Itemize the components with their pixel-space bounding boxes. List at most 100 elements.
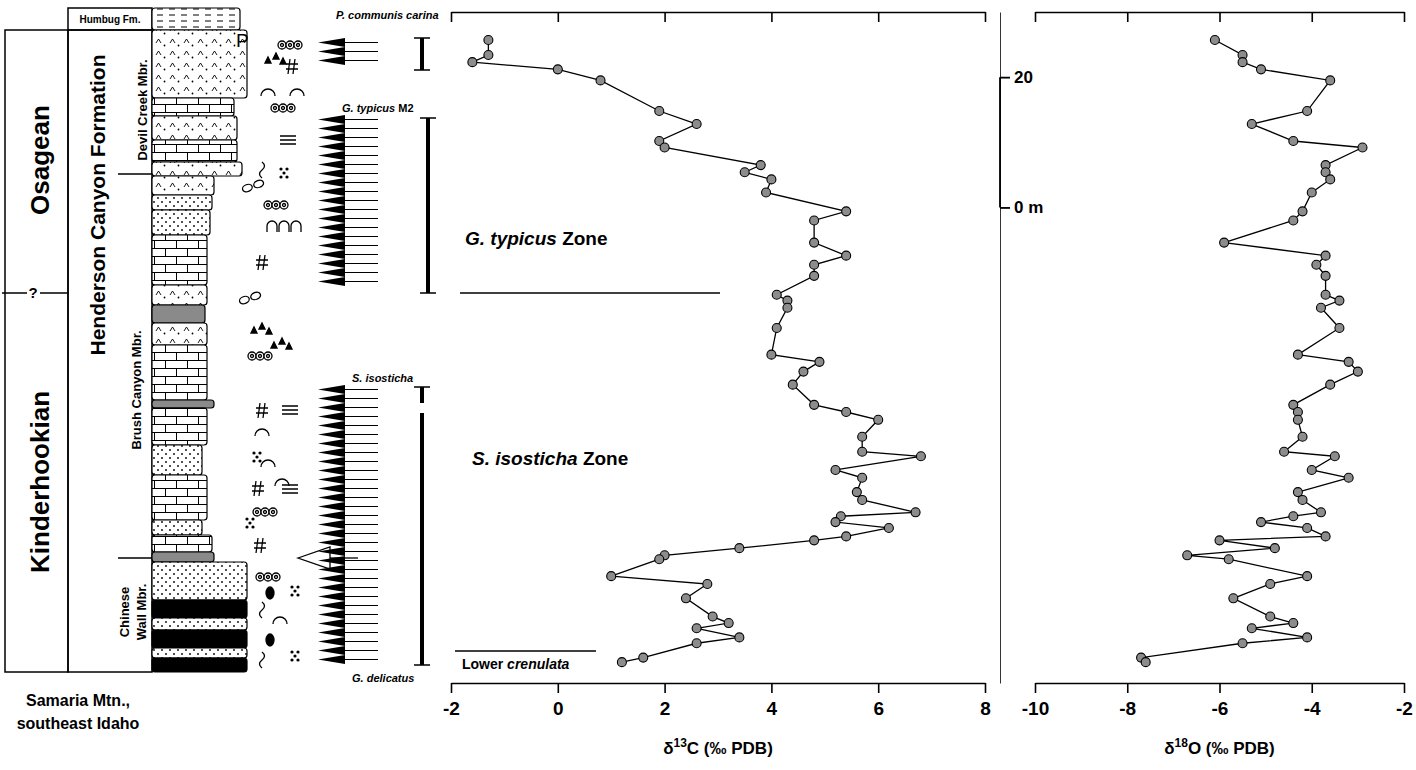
data-point — [1224, 555, 1233, 564]
sample-triangle — [318, 547, 345, 556]
data-point — [916, 452, 925, 461]
sample-line — [345, 578, 378, 579]
tick-mark — [878, 12, 880, 22]
tick-label: 2 — [660, 698, 671, 719]
sample-line — [345, 605, 378, 606]
data-point — [1303, 633, 1312, 642]
fossil-symbol — [255, 429, 269, 436]
data-point — [756, 161, 765, 170]
tick-mark — [1035, 12, 1037, 22]
data-point — [553, 65, 562, 74]
fossil-part — [250, 291, 262, 301]
text-part: carina — [403, 9, 438, 21]
lithology-bed — [152, 600, 247, 618]
fossil-part — [290, 658, 293, 661]
member-label: Brush Canyon Mbr. — [129, 330, 144, 449]
sample-triangle — [318, 619, 345, 628]
data-point — [1280, 447, 1289, 456]
fossil-symbol — [252, 481, 264, 496]
text-part: 13 — [674, 736, 688, 750]
fossil-symbol — [282, 406, 298, 414]
sample-line — [345, 146, 378, 147]
fossil-part — [252, 451, 255, 454]
fossil-part — [280, 136, 296, 144]
data-point — [858, 432, 867, 441]
zone-bar — [420, 387, 424, 403]
data-point — [1326, 175, 1335, 184]
fossil-part — [259, 323, 265, 329]
sample-triangle — [318, 556, 345, 565]
sample-line — [345, 560, 378, 561]
sample-line — [345, 245, 378, 246]
sample-triangle — [318, 430, 345, 439]
sample-triangle — [318, 169, 345, 178]
sample-triangle — [318, 484, 345, 493]
tick: 8 — [980, 683, 991, 719]
tick-mark — [1404, 12, 1406, 22]
fossil-part — [286, 59, 298, 74]
data-point — [852, 488, 861, 497]
tick-mark — [664, 12, 666, 22]
sample-line — [345, 533, 378, 534]
sample-triangle — [318, 38, 345, 47]
sample-triangle — [318, 574, 345, 583]
fossil-part — [278, 41, 286, 49]
data-point — [1257, 518, 1266, 527]
locality-label: Samaria Mtn., — [26, 692, 130, 709]
tick-mark — [771, 12, 773, 22]
fossil-part — [258, 451, 261, 454]
sample-triangle — [318, 133, 345, 142]
data-point — [858, 495, 867, 504]
tick-mark — [771, 683, 773, 693]
tick — [665, 12, 666, 22]
data-point — [735, 633, 744, 642]
fossil-part — [283, 204, 286, 207]
data-point — [639, 653, 648, 662]
zone-annotations: G. typicus ZoneS. isosticha ZoneLower cr… — [455, 228, 720, 672]
y-axis: 0 m20 — [1000, 13, 1043, 684]
zone-label: S. isosticha Zone — [472, 448, 628, 469]
tick-mark — [1311, 12, 1313, 22]
data-point — [1316, 508, 1325, 517]
lithology-bed — [152, 475, 207, 520]
boundary-arrow — [298, 547, 330, 569]
lithology-bed — [152, 408, 207, 445]
sample-triangle — [318, 529, 345, 538]
axis-line — [452, 12, 986, 14]
sample-triangle — [318, 583, 345, 592]
tick-label: -4 — [1304, 698, 1321, 719]
sample-line — [345, 281, 378, 282]
data-point — [1270, 544, 1279, 553]
data-point — [799, 367, 808, 376]
data-point — [692, 120, 701, 129]
background — [0, 0, 1416, 770]
fossil-part — [293, 589, 296, 592]
sample-triangle — [318, 259, 345, 268]
stage-box — [5, 30, 68, 672]
data-point — [884, 523, 893, 532]
fossil-symbol — [278, 41, 302, 49]
sample-line — [345, 425, 378, 426]
text-part: isosticha — [362, 372, 413, 384]
fossil-part — [256, 255, 268, 270]
data-point — [1257, 65, 1266, 74]
data-point — [810, 216, 819, 225]
sample-triangle — [318, 628, 345, 637]
data-point — [772, 290, 781, 299]
data-point — [1335, 296, 1344, 305]
tick-mark — [985, 12, 987, 22]
axis-title: δ18O (‰ PDB) — [1164, 736, 1275, 758]
fossil-part — [252, 459, 255, 462]
sample-line — [345, 272, 378, 273]
tick-mark — [1219, 683, 1221, 693]
tick-label: -2 — [443, 698, 460, 719]
data-point — [1238, 639, 1247, 648]
sample-line — [345, 632, 378, 633]
fossil-part — [265, 57, 271, 63]
data-point — [1326, 380, 1335, 389]
lithology-bed — [152, 520, 202, 535]
tick-mark — [1000, 207, 1010, 209]
fossil-symbol — [271, 338, 292, 349]
data-point — [810, 260, 819, 269]
sample-line — [345, 443, 378, 444]
